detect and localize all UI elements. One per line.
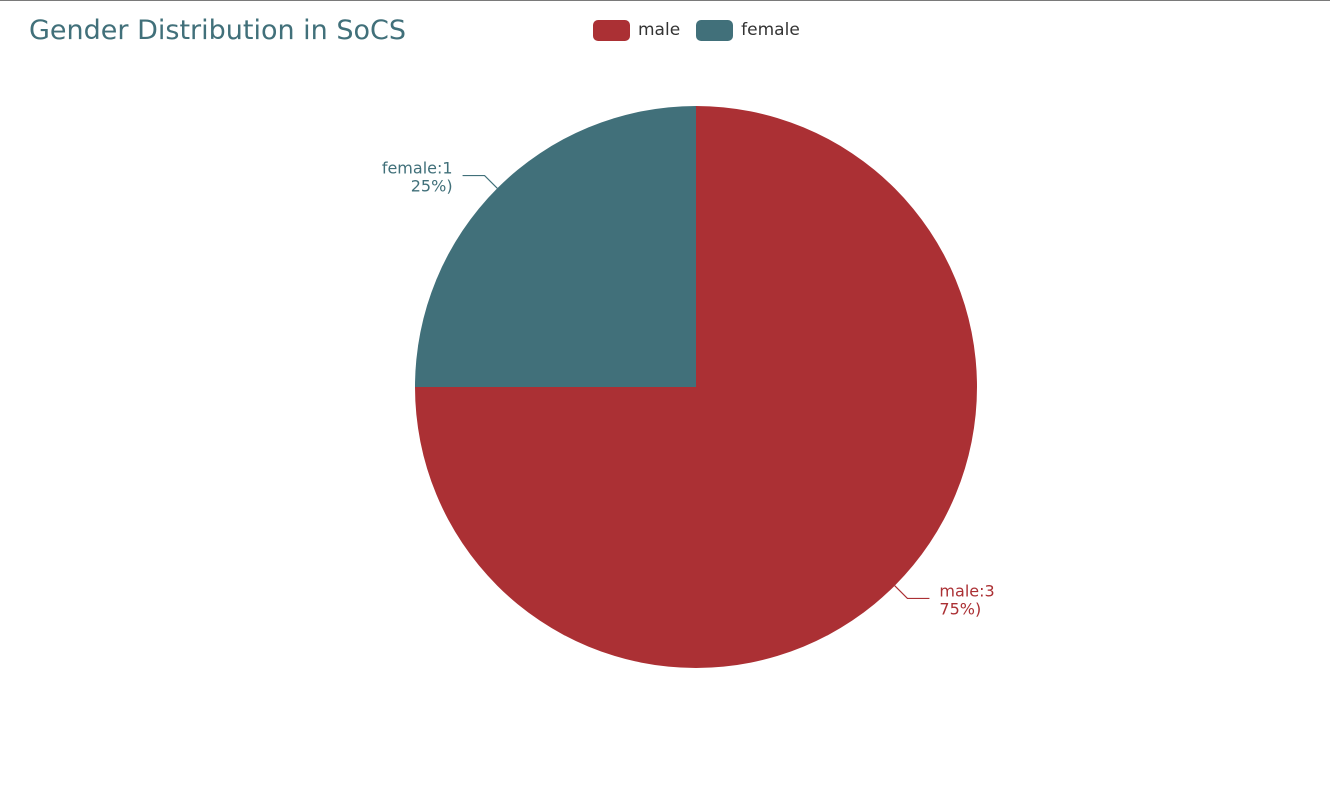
slice-label-male-2: 75%) bbox=[939, 599, 981, 618]
chart-legend: male female bbox=[593, 18, 816, 42]
legend-label-female: female bbox=[741, 19, 800, 40]
legend-label-male: male bbox=[638, 19, 681, 40]
top-border bbox=[0, 0, 1330, 1]
legend-item-male[interactable]: male bbox=[593, 19, 681, 41]
legend-swatch-male bbox=[593, 19, 630, 41]
label-line-male bbox=[894, 585, 930, 600]
legend-swatch-female bbox=[696, 19, 734, 41]
legend-item-female[interactable]: female bbox=[696, 19, 800, 41]
slice-label-female-1: female:1 bbox=[382, 159, 453, 178]
pie-slice-female[interactable] bbox=[415, 106, 696, 387]
slice-label-female-2: 25%) bbox=[411, 177, 453, 196]
slice-label-male-1: male:3 bbox=[939, 581, 994, 600]
label-line-female bbox=[462, 174, 498, 189]
chart-title: Gender Distribution in SoCS bbox=[29, 15, 407, 46]
